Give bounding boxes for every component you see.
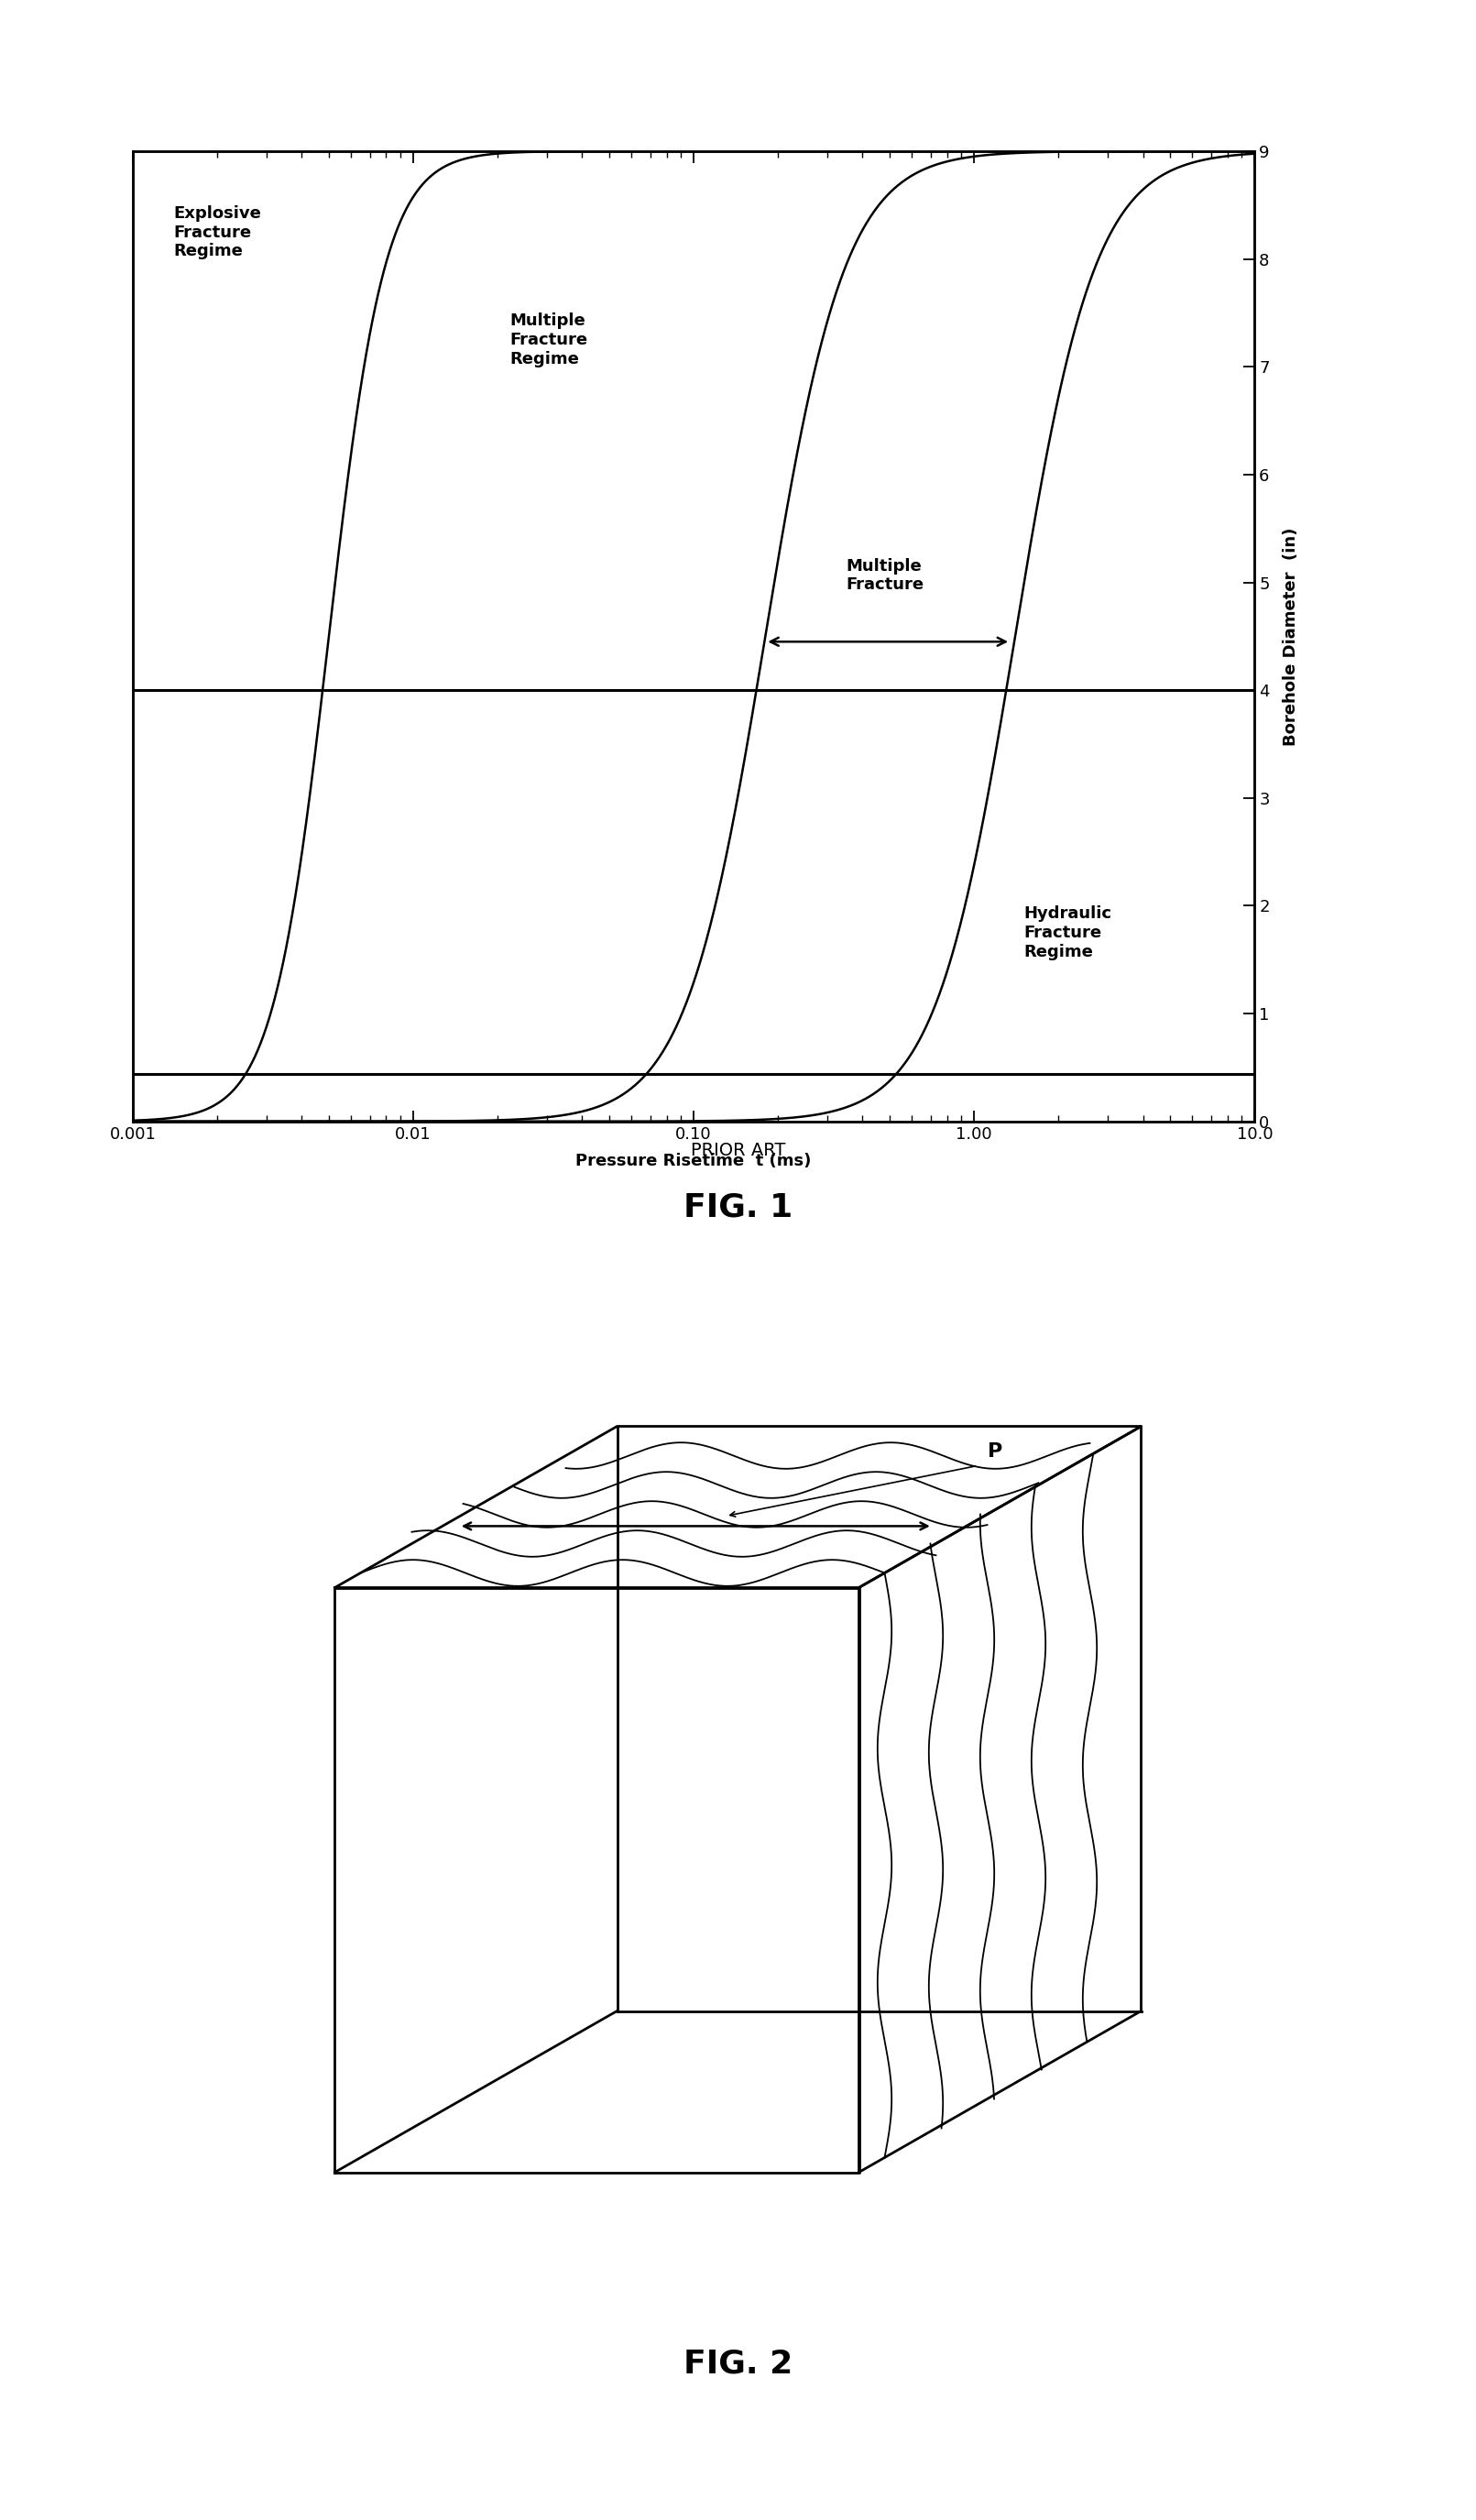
Text: Multiple
Fracture: Multiple Fracture <box>846 557 924 592</box>
Text: PRIOR ART: PRIOR ART <box>691 1142 785 1159</box>
Text: FIG. 2: FIG. 2 <box>683 2349 793 2379</box>
X-axis label: Pressure Risetime  t (ms): Pressure Risetime t (ms) <box>576 1152 812 1169</box>
Text: FIG. 1: FIG. 1 <box>683 1192 793 1222</box>
Text: Hydraulic
Fracture
Regime: Hydraulic Fracture Regime <box>1023 905 1111 960</box>
Text: P: P <box>987 1441 1002 1462</box>
Text: Multiple
Fracture
Regime: Multiple Fracture Regime <box>509 312 587 368</box>
Y-axis label: Borehole Diameter  (in): Borehole Diameter (in) <box>1283 527 1299 746</box>
Text: Explosive
Fracture
Regime: Explosive Fracture Regime <box>174 204 261 260</box>
